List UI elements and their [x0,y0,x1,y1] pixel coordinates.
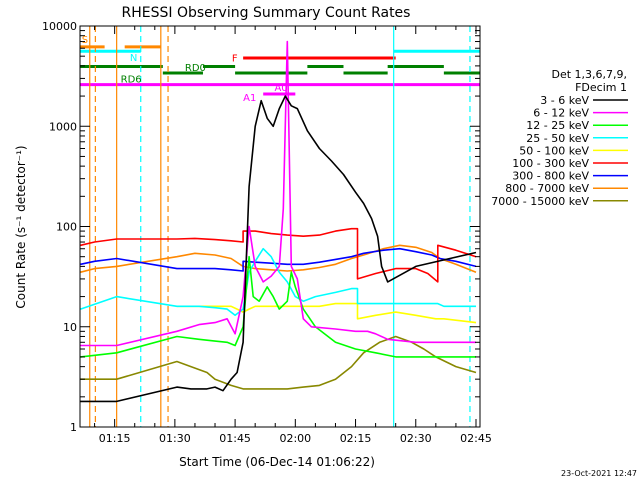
x-tick-label: 02:15 [340,432,372,445]
series-line-3-6-kev [80,95,477,403]
y-axis-ticks: 1 10 100 1000 10000 [42,20,480,434]
legend-label: 100 - 300 keV [512,157,589,170]
legend-label: 7000 - 15000 keV [491,195,589,208]
state-bars [80,45,480,96]
series-line-25-50-kev [80,247,476,317]
annotation-a0: A0 [274,83,287,94]
series-line-50-100-kev [176,302,477,324]
legend-label: 800 - 7000 keV [505,182,589,195]
x-tick-label: 02:00 [279,432,311,445]
footer-date: 23-Oct-2021 12:47 [561,469,637,478]
legend-title-line2: FDecim 1 [575,81,627,94]
y-tick-label: 100 [56,221,77,234]
series-line-7000-15000-kev [80,335,477,390]
x-tick-label: 02:30 [400,432,432,445]
annotation-n: N [130,53,137,64]
annotation-a1: A1 [243,93,256,104]
series-line-100-300-kev [80,227,477,283]
legend-label: 12 - 25 keV [526,119,589,132]
legend-label: 25 - 50 keV [526,132,589,145]
y-tick-label: 10 [63,321,77,334]
legend-label: 3 - 6 keV [540,94,589,107]
legend-label: 6 - 12 keV [533,107,589,120]
annotation-rd6: RD6 [121,74,142,85]
series-line-6-12-kev [80,40,476,347]
x-tick-label: 01:15 [99,432,131,445]
x-axis-ticks: 01:15 01:30 01:45 02:00 02:15 02:30 02:45 [94,26,492,445]
series-lines [80,40,477,403]
legend-label: 50 - 100 keV [519,144,589,157]
series-line-300-800-kev [80,247,477,272]
annotation-rd0: RD0 [185,63,206,74]
y-tick-label: 10000 [42,20,77,33]
series-line-800-7000-kev [80,244,477,273]
state-annotations: S N RD0 RD6 F A1 A0 [82,35,288,104]
y-tick-label: 1 [70,421,77,434]
legend-title-line1: Det 1,3,6,7,9, [551,68,627,81]
annotation-f: F [232,54,238,65]
x-tick-label: 01:45 [219,432,251,445]
y-axis-label: Count Rate (s⁻¹ detector⁻¹) [14,145,28,308]
legend-label: 300 - 800 keV [512,170,589,183]
x-tick-label: 02:45 [460,432,492,445]
y-tick-label: 1000 [49,120,77,133]
x-tick-label: 01:30 [159,432,191,445]
annotation-s: S [82,35,88,46]
series-line-12-25-kev [80,255,476,358]
x-axis-label: Start Time (06-Dec-14 01:06:22) [179,455,375,469]
chart-title: RHESSI Observing Summary Count Rates [122,5,411,21]
